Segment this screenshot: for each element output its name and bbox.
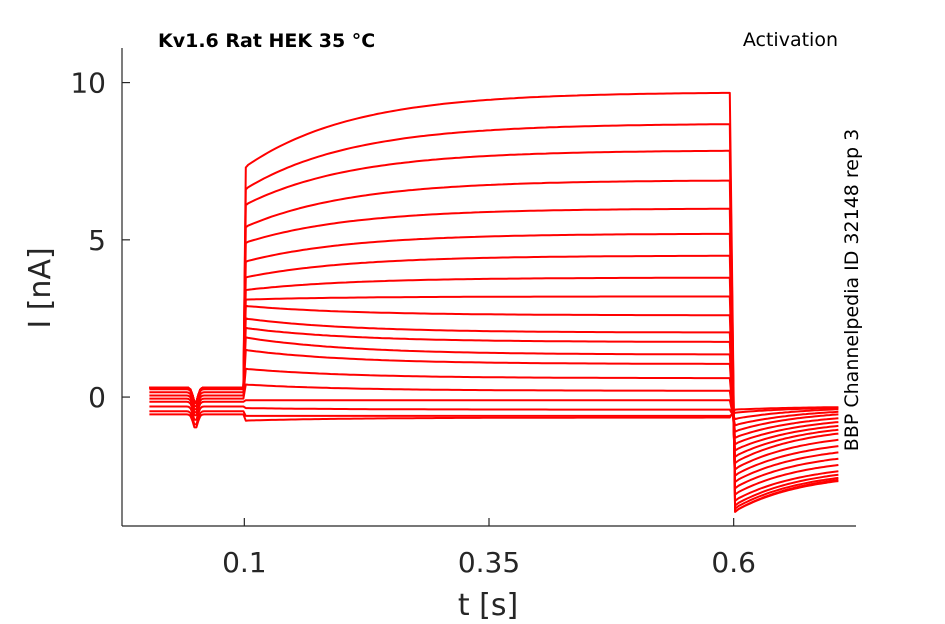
y-tick-label: 10 xyxy=(70,67,106,100)
current-trace xyxy=(149,91,839,513)
x-axis-label: t [s] xyxy=(458,588,518,623)
current-trace xyxy=(149,406,839,426)
current-trace xyxy=(149,405,839,421)
y-axis-label: I [nA] xyxy=(23,247,58,328)
traces-group xyxy=(149,91,839,513)
current-trace xyxy=(149,367,839,439)
x-tick-label: 0.6 xyxy=(711,546,756,579)
chart-subtitle: Activation xyxy=(743,29,838,51)
x-ticks: 0.1 0.35 0.6 xyxy=(222,518,756,579)
y-tick-label: 5 xyxy=(88,224,106,257)
y-ticks: 0 5 10 xyxy=(70,67,130,414)
current-trace xyxy=(149,383,839,433)
x-tick-label: 0.1 xyxy=(222,546,267,579)
chart-title: Kv1.6 Rat HEK 35 °C xyxy=(158,30,375,52)
y-tick-label: 0 xyxy=(88,381,106,414)
current-trace xyxy=(149,406,839,429)
side-annotation: BBP Channelpedia ID 32148 rep 3 xyxy=(841,129,863,451)
current-trace xyxy=(149,399,839,427)
x-tick-label: 0.35 xyxy=(458,546,520,579)
